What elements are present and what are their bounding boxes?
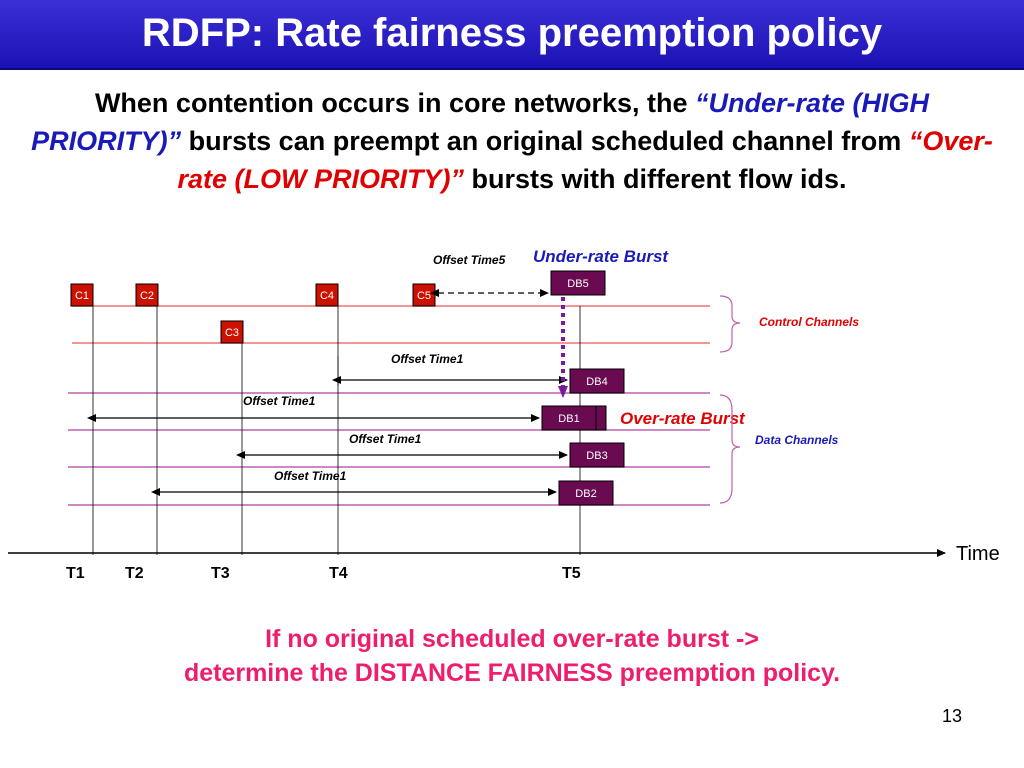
control-packet-c3 (220, 320, 244, 344)
offset-time5-label: Offset Time5 (433, 253, 506, 267)
control-packet-c4 (315, 283, 339, 307)
control-packet-c2 (135, 283, 159, 307)
data-burst-db2 (558, 480, 614, 506)
intro-low-priority: Over-rate (LOW PRIORITY) (177, 126, 993, 194)
tick-t1: T1 (66, 565, 85, 582)
under-rate-burst-label: Under-rate Burst (533, 247, 669, 266)
tick-t2: T2 (125, 565, 144, 582)
control-packet-c4-label: C4 (320, 290, 334, 302)
offset-time1-label-b: Offset Time1 (243, 394, 316, 408)
note-line-2: determine the DISTANCE FAIRNESS preempti… (183, 659, 841, 687)
data-burst-db5 (550, 270, 606, 296)
control-channels-label: Control Channels (759, 315, 859, 329)
intro-high-priority: Under-rate (HIGH PRIORITY) (31, 88, 930, 156)
quote-close-2: ” (450, 164, 465, 194)
offset-time1-label-d: Offset Time1 (274, 469, 347, 483)
data-burst-db1 (541, 405, 597, 431)
quote-close-1: ” (167, 126, 182, 156)
quote-open-2: “ (908, 126, 923, 156)
data-burst-db4-label: DB4 (586, 376, 607, 388)
intro-text: When contention occurs in core networks,… (20, 84, 1004, 198)
page-number: 13 (941, 706, 962, 726)
intro-part-1: When contention occurs in core networks,… (94, 88, 696, 118)
tick-t4: T4 (329, 565, 348, 582)
data-burst-db2-label: DB2 (575, 488, 596, 500)
intro-part-2: bursts can preempt an original scheduled… (181, 126, 909, 156)
data-channels-brace (719, 394, 741, 504)
control-packet-c3-label: C3 (225, 327, 239, 339)
data-burst-db3 (569, 442, 625, 468)
control-packet-c1-label: C1 (75, 290, 89, 302)
title-bar: RDFP: Rate fairness preemption policy (0, 0, 1024, 70)
time-axis-label: Time (956, 543, 1000, 565)
slide-title: RDFP: Rate fairness preemption policy (141, 11, 883, 55)
data-burst-db5-label: DB5 (567, 278, 588, 290)
note-line-1: If no original scheduled over-rate burst… (265, 625, 759, 653)
control-packet-c5-label: C5 (417, 290, 431, 302)
over-rate-burst-label: Over-rate Burst (620, 409, 746, 428)
data-burst-db3-label: DB3 (586, 450, 607, 462)
distance-fairness-note: If no original scheduled over-rate burst… (0, 622, 1024, 690)
control-channels-brace (719, 295, 741, 353)
control-packet-c1 (70, 283, 94, 307)
data-channels-label: Data Channels (755, 433, 839, 447)
data-burst-db1-label: DB1 (558, 413, 579, 425)
intro-part-3: bursts with different flow ids. (464, 164, 847, 194)
offset-time1-label-a: Offset Time1 (391, 352, 464, 366)
quote-open-1: “ (695, 88, 709, 118)
offset-time1-label-c: Offset Time1 (349, 432, 422, 446)
tick-t5: T5 (562, 565, 581, 582)
data-burst-db4 (569, 368, 625, 394)
control-packet-c2-label: C2 (140, 290, 154, 302)
tick-t3: T3 (211, 565, 230, 582)
